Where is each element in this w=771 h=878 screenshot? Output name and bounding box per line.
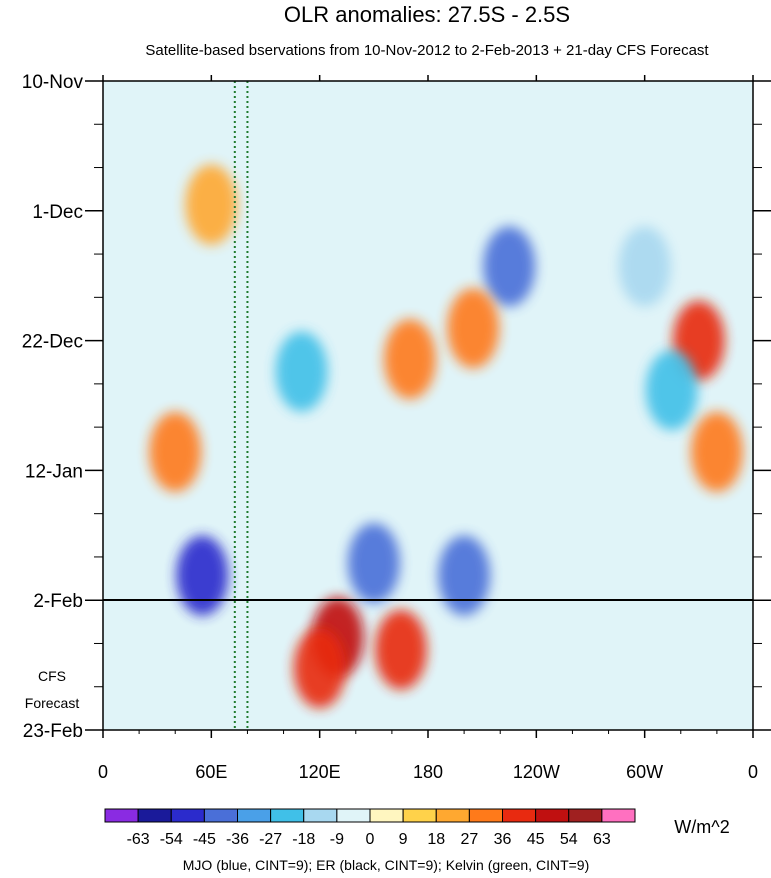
chart-footer: MJO (blue, CINT=9); ER (black, CINT=9); … bbox=[183, 857, 590, 873]
y-tick-label: 10-Nov bbox=[22, 72, 84, 93]
x-tick-label: 60E bbox=[195, 762, 227, 782]
anomaly-feature bbox=[438, 535, 491, 616]
colorbar-swatch bbox=[170, 808, 205, 823]
colorbar-label: -36 bbox=[226, 831, 249, 848]
colorbar-label: -45 bbox=[193, 831, 216, 848]
colorbar-label: 63 bbox=[593, 831, 611, 848]
x-tick-label: 0 bbox=[748, 762, 758, 782]
colorbar-label: 9 bbox=[399, 831, 408, 848]
anomaly-feature bbox=[690, 411, 743, 492]
colorbar-label: -63 bbox=[127, 831, 150, 848]
anomaly-feature bbox=[618, 226, 671, 307]
colorbar-label: -18 bbox=[292, 831, 315, 848]
wave-filtered-contours bbox=[233, 81, 249, 730]
y-tick-label: 2-Feb bbox=[33, 591, 83, 612]
anomaly-feature bbox=[293, 628, 346, 709]
colorbar-swatch bbox=[568, 808, 603, 823]
x-tick-label: 120W bbox=[513, 762, 560, 782]
colorbar-swatch bbox=[535, 808, 570, 823]
colorbar-label: -9 bbox=[330, 831, 344, 848]
x-tick-label: 180 bbox=[413, 762, 443, 782]
colorbar: -63 -54 -45 -36 -27 -18 -9 0 9 18 27 36 45 54 63 bbox=[104, 808, 636, 848]
forecast-label-line1: CFS bbox=[38, 668, 66, 684]
colorbar-swatch bbox=[104, 808, 139, 823]
anomaly-feature bbox=[374, 609, 427, 690]
colorbar-swatch bbox=[402, 808, 437, 823]
anomaly-feature bbox=[347, 523, 400, 604]
anomaly-feature bbox=[483, 226, 536, 307]
colorbar-swatch bbox=[137, 808, 172, 823]
colorbar-swatch bbox=[435, 808, 470, 823]
colorbar-swatch bbox=[203, 808, 238, 823]
y-tick-label: 1-Dec bbox=[32, 202, 83, 223]
colorbar-label: -27 bbox=[259, 831, 282, 848]
anomaly-feature bbox=[185, 164, 238, 245]
colorbar-label: 36 bbox=[494, 831, 512, 848]
colorbar-label: 27 bbox=[460, 831, 478, 848]
anomaly-feature bbox=[383, 319, 436, 400]
y-tick-label: 22-Dec bbox=[22, 332, 83, 353]
x-tick-label: 120E bbox=[299, 762, 341, 782]
colorbar-label: 18 bbox=[427, 831, 445, 848]
x-tick-label: 60W bbox=[626, 762, 663, 782]
y-tick-label: 12-Jan bbox=[25, 461, 83, 482]
colorbar-label: 0 bbox=[366, 831, 375, 848]
colorbar-swatch bbox=[502, 808, 537, 823]
colorbar-units: W/m^2 bbox=[674, 817, 729, 837]
colorbar-swatch bbox=[237, 808, 272, 823]
anomaly-feature bbox=[645, 350, 698, 431]
colorbar-label: -54 bbox=[160, 831, 183, 848]
colorbar-swatch bbox=[468, 808, 503, 823]
colorbar-swatch bbox=[270, 808, 305, 823]
anomaly-feature bbox=[176, 535, 229, 616]
colorbar-label: 54 bbox=[560, 831, 578, 848]
colorbar-swatch bbox=[601, 808, 636, 823]
colorbar-swatch bbox=[369, 808, 404, 823]
colorbar-swatch bbox=[336, 808, 371, 823]
x-tick-label: 0 bbox=[98, 762, 108, 782]
anomaly-feature bbox=[275, 331, 328, 412]
y-axis: 10-Nov 1-Dec 22-Dec 12-Jan 2-Feb 23-Feb bbox=[22, 72, 771, 742]
anomaly-feature bbox=[149, 411, 202, 492]
chart-subtitle: Satellite-based bservations from 10-Nov-… bbox=[145, 42, 709, 59]
colorbar-label: 45 bbox=[527, 831, 545, 848]
x-axis: 0 60E 120E 180 120W 60W 0 bbox=[98, 75, 758, 782]
forecast-label-line2: Forecast bbox=[25, 695, 80, 711]
colorbar-swatch bbox=[303, 808, 338, 823]
anomaly-feature bbox=[447, 288, 500, 369]
anomaly-field bbox=[149, 164, 743, 709]
y-tick-label: 23-Feb bbox=[23, 721, 83, 742]
chart-title: OLR anomalies: 27.5S - 2.5S bbox=[284, 2, 570, 27]
